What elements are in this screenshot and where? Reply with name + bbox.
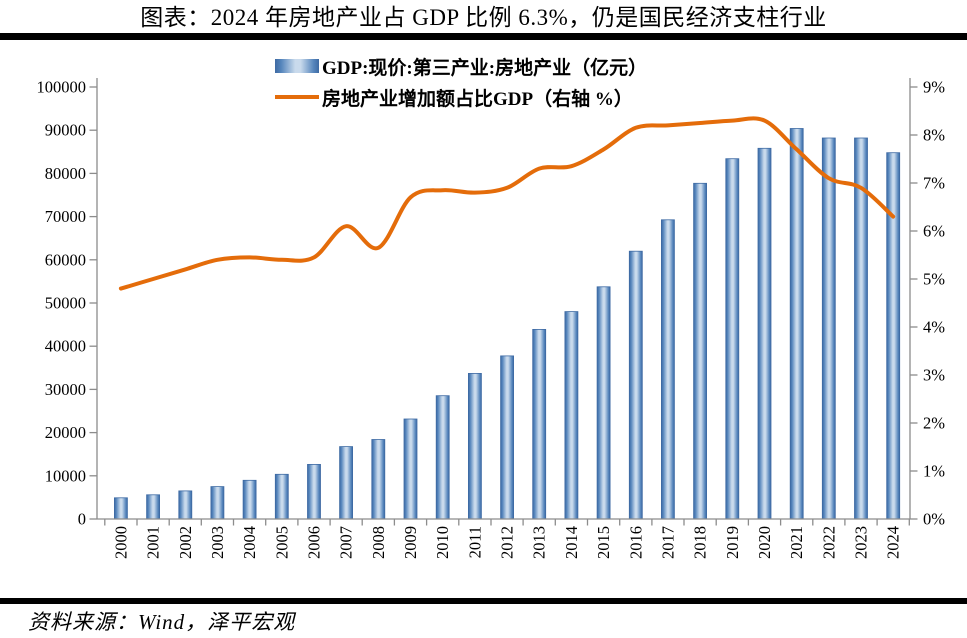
title-divider <box>0 33 967 40</box>
bar-2019 <box>725 158 740 520</box>
line-series-swatch-icon <box>275 95 319 99</box>
bar-2004 <box>242 479 257 520</box>
x-axis-label-2007: 2007 <box>337 526 356 559</box>
bar-2007 <box>339 446 354 520</box>
left-axis-label: 40000 <box>45 337 86 356</box>
x-axis-label-2021: 2021 <box>787 526 806 559</box>
left-axis-label: 60000 <box>45 250 86 269</box>
bar-2021 <box>789 128 804 520</box>
source-note: 资料来源：Wind，泽平宏观 <box>28 610 296 634</box>
right-axis-label: 6% <box>923 222 945 241</box>
bar-2008 <box>371 439 386 520</box>
x-axis-label-2003: 2003 <box>208 526 227 559</box>
x-axis-label-2005: 2005 <box>272 526 291 559</box>
x-axis-label-2013: 2013 <box>530 526 549 559</box>
right-axis-label: 7% <box>923 174 945 193</box>
left-axis-label: 20000 <box>45 423 86 442</box>
bar-2012 <box>500 355 515 520</box>
x-axis-label-2006: 2006 <box>305 526 324 559</box>
legend: GDP:现价:第三产业:房地产业（亿元） 房地产业增加额占比GDP（右轴 %） <box>275 52 647 111</box>
left-axis-label: 30000 <box>45 380 86 399</box>
x-axis-label-2017: 2017 <box>658 526 677 559</box>
bar-2001 <box>146 494 161 520</box>
bar-2022 <box>821 137 836 520</box>
x-axis-label-2002: 2002 <box>176 526 195 559</box>
x-axis-label-2019: 2019 <box>723 526 742 559</box>
bar-2002 <box>178 490 193 520</box>
x-axis-label-2022: 2022 <box>819 526 838 559</box>
left-axis-label: 10000 <box>45 466 86 485</box>
right-axis-label: 3% <box>923 366 945 385</box>
x-axis-label-2012: 2012 <box>498 526 517 559</box>
x-axis-label-2011: 2011 <box>465 526 484 558</box>
bar-2006 <box>307 463 321 520</box>
chart-title: 图表：2024 年房地产业占 GDP 比例 6.3%，仍是国民经济支柱行业 <box>140 5 827 30</box>
bar-2016 <box>628 250 643 520</box>
left-axis-label: 0 <box>78 510 86 529</box>
right-axis-label: 4% <box>923 318 945 337</box>
left-axis-label: 90000 <box>45 121 86 140</box>
right-axis-label: 9% <box>923 78 945 97</box>
right-axis-label: 2% <box>923 414 945 433</box>
bar-series-swatch-icon <box>275 59 319 73</box>
x-axis-label-2009: 2009 <box>401 526 420 559</box>
bar-2000 <box>114 497 128 520</box>
axis-labels: 1000009000080000700006000050000400003000… <box>37 78 946 560</box>
x-axis-label-2024: 2024 <box>884 526 903 559</box>
bar-2024 <box>886 152 901 520</box>
left-axis-label: 70000 <box>45 207 86 226</box>
x-axis-label-2000: 2000 <box>111 526 130 559</box>
bar-series <box>114 128 901 520</box>
legend-line-label: 房地产业增加额占比GDP（右轴 %） <box>322 88 633 110</box>
bar-2013 <box>532 328 547 520</box>
right-axis-label: 8% <box>923 126 945 145</box>
x-axis-label-2023: 2023 <box>852 526 871 559</box>
bar-2020 <box>757 147 772 520</box>
right-axis-label: 0% <box>923 510 945 529</box>
bar-2017 <box>661 219 675 520</box>
x-axis-label-2020: 2020 <box>755 526 774 559</box>
left-axis-label: 100000 <box>37 78 87 97</box>
legend-item-bar-series: GDP:现价:第三产业:房地产业（亿元） <box>275 52 647 80</box>
bar-2015 <box>596 286 611 520</box>
bar-2005 <box>274 473 289 520</box>
gdp-share-line <box>118 116 896 291</box>
bar-2010 <box>435 395 450 520</box>
legend-item-line-series: 房地产业增加额占比GDP（右轴 %） <box>275 83 647 111</box>
footer-divider <box>0 598 967 604</box>
axes <box>89 78 918 526</box>
left-axis-label: 50000 <box>45 294 86 313</box>
x-axis-label-2016: 2016 <box>626 526 645 559</box>
bar-2014 <box>564 311 579 520</box>
x-axis-label-2001: 2001 <box>144 526 163 559</box>
x-axis-label-2004: 2004 <box>240 526 259 559</box>
bar-2009 <box>403 418 418 520</box>
left-axis-label: 80000 <box>45 164 86 183</box>
x-axis-label-2010: 2010 <box>433 526 452 559</box>
legend-bar-label: GDP:现价:第三产业:房地产业（亿元） <box>322 57 648 79</box>
x-axis-label-2018: 2018 <box>691 526 710 559</box>
right-axis-label: 5% <box>923 270 945 289</box>
bar-2023 <box>854 137 868 520</box>
bar-2011 <box>467 372 482 520</box>
x-axis-label-2008: 2008 <box>369 526 388 559</box>
right-axis-label: 1% <box>923 462 945 481</box>
x-axis-label-2015: 2015 <box>594 526 613 559</box>
x-axis-label-2014: 2014 <box>562 526 581 559</box>
bar-2018 <box>693 182 707 520</box>
bar-2003 <box>210 486 225 520</box>
